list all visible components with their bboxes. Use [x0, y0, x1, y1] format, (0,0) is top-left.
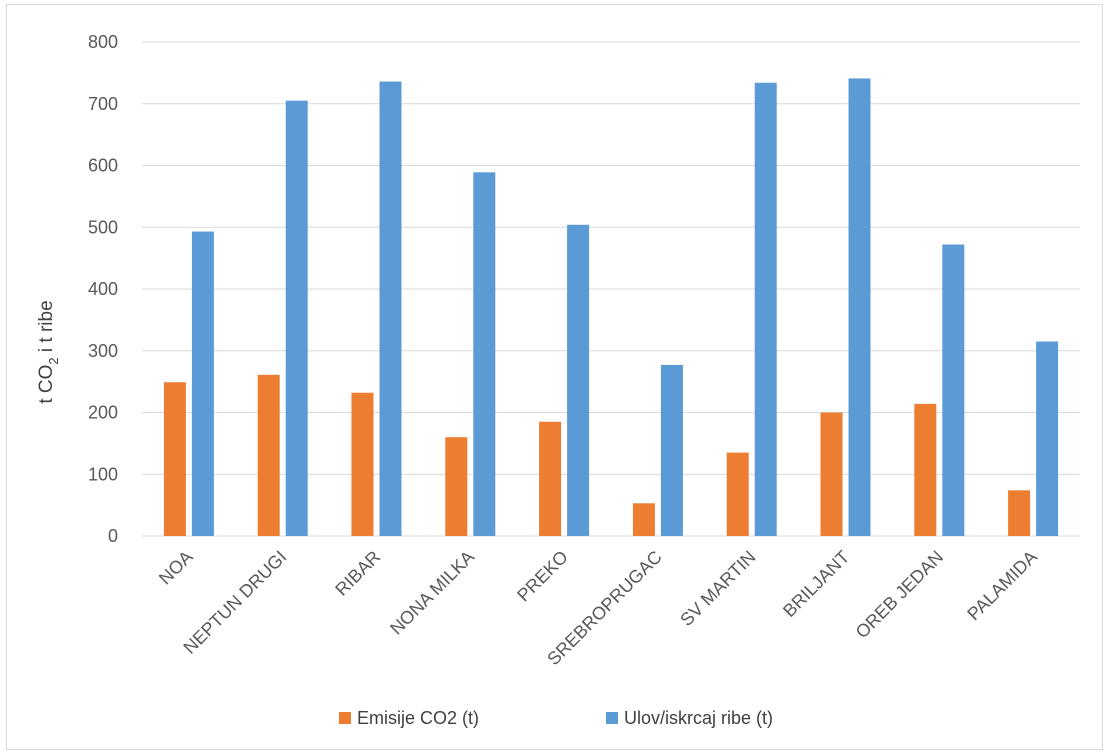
- bar-emisije-1: [257, 374, 280, 536]
- bar-emisije-9: [1008, 490, 1031, 536]
- y-tick-label: 400: [88, 279, 118, 299]
- x-tick-label: RIBAR: [331, 547, 384, 600]
- y-tick-label: 600: [88, 156, 118, 176]
- legend-label: Ulov/iskrcaj ribe (t): [624, 708, 773, 728]
- x-tick-label: NONA MILKA: [386, 547, 478, 639]
- gridlines: [142, 41, 1080, 537]
- y-tick-label: 500: [88, 217, 118, 237]
- legend-swatch: [339, 712, 351, 724]
- chart-frame: [6, 4, 1103, 750]
- bar-ulov-3: [473, 172, 496, 537]
- bar-ulov-1: [285, 100, 308, 536]
- y-tick-labels: 0 100 200 300 400 500 600 700 800: [88, 32, 118, 546]
- bar-ulov-5: [660, 364, 683, 536]
- bar-ulov-0: [191, 231, 214, 536]
- bar-ulov-9: [1036, 341, 1059, 536]
- bar-emisije-2: [351, 392, 374, 536]
- y-tick-label: 200: [88, 403, 118, 423]
- bar-emisije-0: [163, 382, 186, 536]
- bar-ulov-7: [848, 78, 871, 537]
- bar-emisije-8: [914, 403, 937, 536]
- x-tick-label: NEPTUN DRUGI: [180, 547, 291, 658]
- x-tick-label: PALAMIDA: [963, 547, 1041, 625]
- x-tick-label: BRILJANT: [779, 547, 853, 621]
- x-tick-label: PREKO: [513, 547, 572, 606]
- legend-swatch: [606, 712, 618, 724]
- legend-label: Emisije CO2 (t): [357, 708, 479, 728]
- y-tick-label: 0: [108, 526, 118, 546]
- y-tick-label: 800: [88, 32, 118, 52]
- bar-ulov-4: [567, 224, 590, 536]
- bar-ulov-6: [754, 82, 777, 536]
- bar-ulov-2: [379, 81, 402, 537]
- bar-emisije-5: [632, 503, 655, 536]
- y-tick-label: 100: [88, 464, 118, 484]
- x-tick-label: NOA: [155, 547, 197, 589]
- y-tick-label: 700: [88, 94, 118, 114]
- y-axis-title: t CO2 i t ribe: [36, 300, 61, 403]
- bars: [163, 78, 1059, 537]
- legend: Emisije CO2 (t) Ulov/iskrcaj ribe (t): [339, 708, 773, 728]
- bar-emisije-7: [820, 412, 843, 536]
- x-tick-label: OREB JEDAN: [852, 547, 947, 642]
- bar-emisije-3: [445, 437, 468, 536]
- bar-emisije-6: [726, 452, 749, 536]
- x-tick-label: SV MARTIN: [676, 547, 759, 630]
- y-tick-label: 300: [88, 341, 118, 361]
- bar-ulov-8: [942, 244, 965, 537]
- bar-emisije-4: [539, 421, 562, 536]
